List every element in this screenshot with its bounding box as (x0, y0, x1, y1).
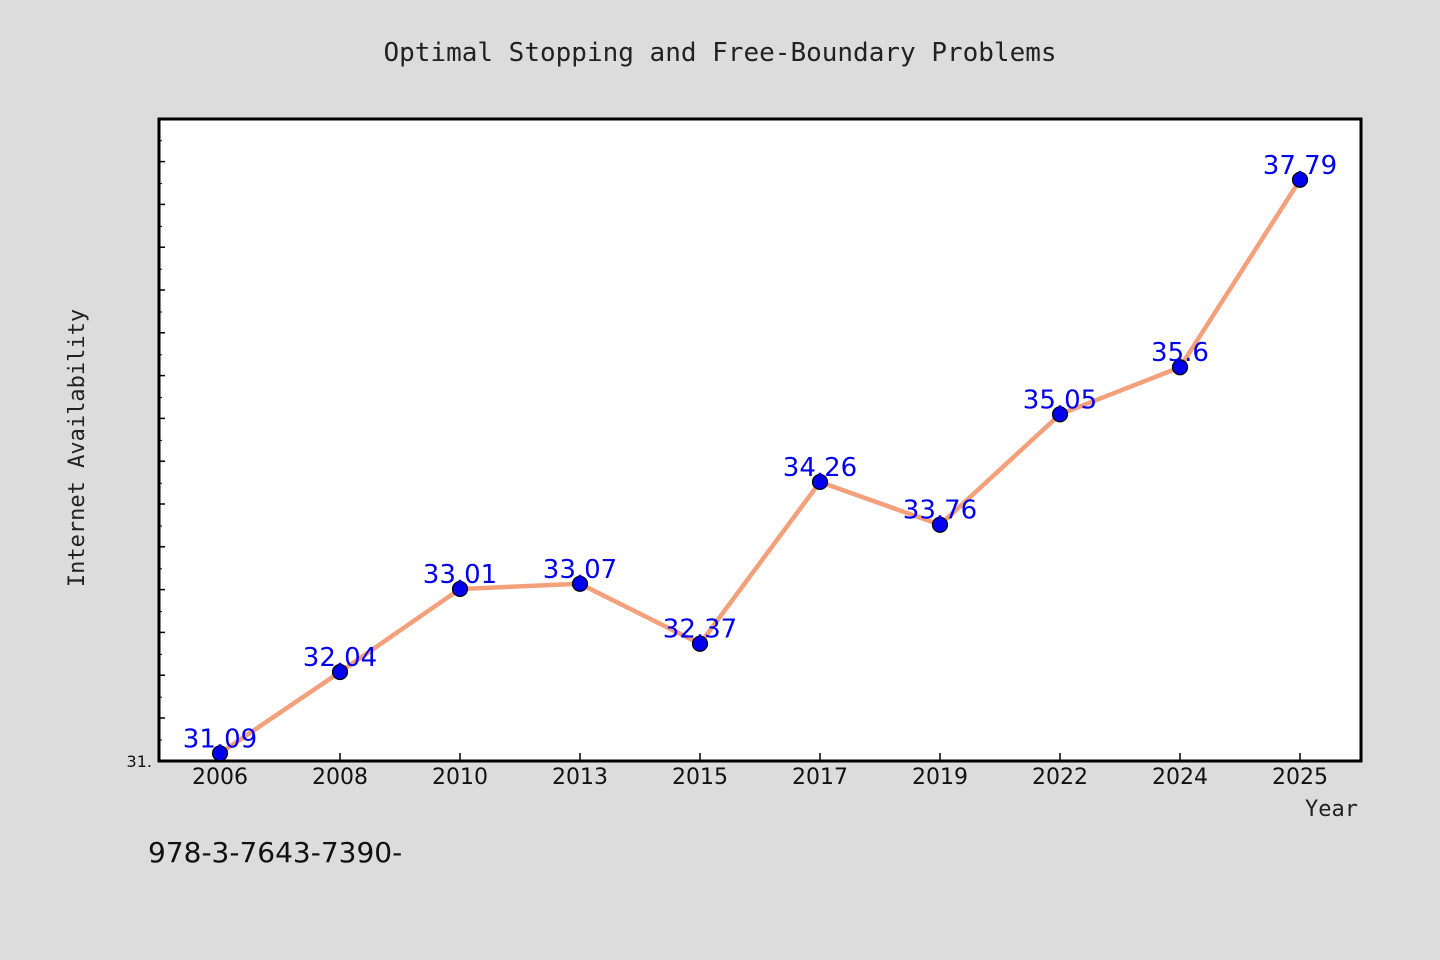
data-label: 33.07 (543, 555, 617, 585)
x-tick-label: 2006 (192, 765, 248, 790)
data-point (1171, 359, 1189, 376)
y-axis-label: Internet Availability (65, 309, 90, 587)
series-line (217, 177, 1303, 756)
x-tick-label: 2010 (432, 765, 488, 790)
data-point (211, 745, 229, 762)
x-tick-label: 2024 (1152, 765, 1208, 790)
x-tick-label: 2013 (552, 765, 608, 790)
data-point (331, 663, 349, 681)
y-axis-ticks (159, 140, 165, 741)
data-point (451, 580, 469, 598)
data-label: 35.05 (1023, 385, 1097, 415)
x-tick-label: 2015 (672, 765, 728, 790)
y-tick-label: 31. (127, 752, 152, 771)
data-point (1051, 406, 1069, 423)
chart-title: Optimal Stopping and Free-Boundary Probl… (383, 38, 1056, 68)
data-label: 31.09 (183, 724, 257, 754)
data-point (691, 635, 709, 652)
data-label-layer: 31.09 32.04 33.01 33.07 32.37 34.26 33.76 35.05… (183, 151, 1337, 755)
data-label: 32.04 (303, 643, 377, 673)
data-label: 34.26 (783, 453, 857, 483)
x-tick-label: 2019 (912, 765, 968, 790)
x-tick-label: 2008 (312, 765, 368, 790)
isbn-footer: 978-3-7643-7390- (148, 836, 402, 869)
data-point (1291, 171, 1309, 188)
x-axis-ticks: 2006 2008 2010 2013 2015 2017 2019 2022 2024 2025 (192, 753, 1328, 790)
data-label: 35.6 (1151, 338, 1209, 368)
data-point (571, 575, 589, 592)
data-label: 33.76 (903, 496, 977, 526)
x-tick-label: 2017 (792, 765, 848, 790)
x-tick-label: 2022 (1032, 765, 1088, 790)
data-point-layer (211, 171, 1309, 762)
data-point (811, 473, 829, 491)
x-tick-label: 2025 (1272, 765, 1328, 790)
data-label: 32.37 (663, 615, 737, 645)
data-point (931, 516, 949, 533)
x-axis-label: Year (1305, 797, 1358, 822)
series-line-layer (217, 177, 1303, 756)
data-label: 37.79 (1263, 151, 1337, 181)
plot-area (157, 117, 1363, 763)
data-label: 33.01 (423, 560, 497, 590)
